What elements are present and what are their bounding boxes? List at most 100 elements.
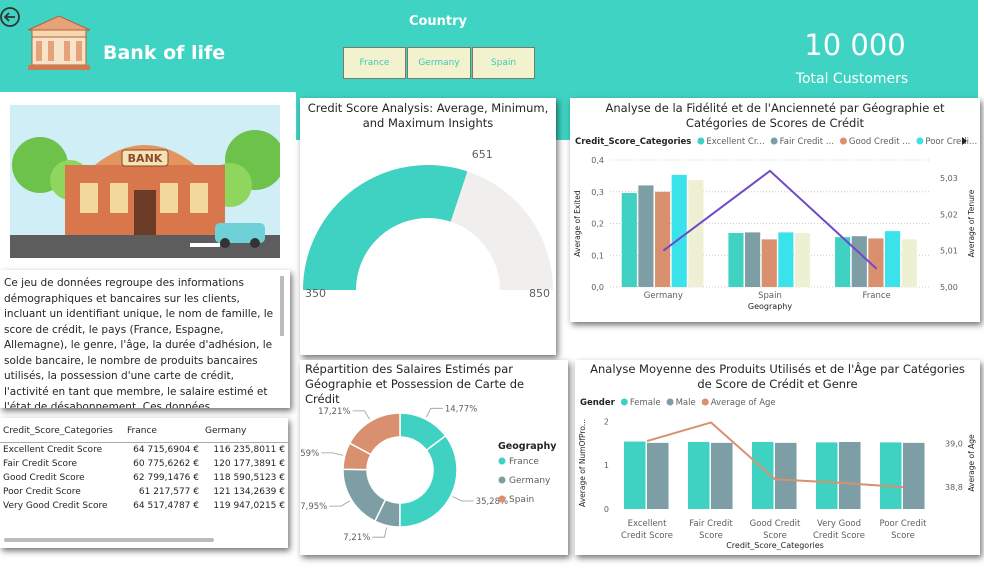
- chart: 0,0 0,1 0,2 0,3 0,4 5,00 5,01 5,02 5,03 Average o…: [573, 137, 977, 311]
- table-cell: Very Good Credit Score: [3, 501, 108, 511]
- chart-title: Répartition des Salaires Estimés par Géo…: [305, 362, 525, 406]
- legend-label: Poor Credi...: [925, 137, 977, 147]
- leader-line: [329, 500, 350, 507]
- bar: [751, 441, 774, 509]
- leader-line: [352, 410, 370, 420]
- y-tick-label: 2: [604, 417, 609, 426]
- legend-scroll: [962, 137, 967, 145]
- bar: [851, 236, 867, 287]
- legend-marker: [498, 495, 506, 503]
- svg-text:BANK: BANK: [128, 152, 163, 165]
- x-axis-title: Credit_Score_Categories: [726, 541, 824, 550]
- legend-label: Excellent Cr...: [706, 137, 764, 147]
- bar: [687, 441, 710, 509]
- leader-line: [372, 527, 387, 538]
- description-text: Ce jeu de données regroupe des informati…: [4, 277, 274, 408]
- legend-label: Fair Credit ...: [780, 137, 834, 147]
- table-header-row: Credit_Score_CategoriesFranceGermanySpa: [0, 420, 288, 443]
- table-cell: 119 947,0215 €: [213, 501, 285, 511]
- table-row: Excellent Credit Score 64 715,6904 € 116 2…: [0, 443, 288, 458]
- bar: [794, 233, 811, 287]
- chart-title: Analyse Moyenne des Produits Utilisés et…: [590, 362, 965, 391]
- combo-card: Analyse de la Fidélité et de l'Anciennet…: [570, 98, 980, 322]
- bar: [815, 442, 838, 509]
- slicer-title: Country: [408, 14, 468, 29]
- y2-tick-label: 39,0: [945, 439, 963, 448]
- y2-tick-label: 5,02: [940, 210, 958, 219]
- legend-title: Geography: [498, 441, 557, 452]
- legend-marker: [916, 137, 924, 145]
- salary-table: Credit_Score_CategoriesFranceGermanySpaE…: [0, 420, 288, 513]
- data-label: 17,21%: [318, 407, 350, 417]
- back-button[interactable]: [0, 5, 22, 29]
- bar: [688, 180, 704, 287]
- slicer-option[interactable]: Spain: [472, 47, 535, 79]
- gauge-value-label: 651: [472, 148, 493, 161]
- y-axis-title: Average of Exited: [573, 190, 582, 257]
- data-label: 7,21%: [343, 533, 370, 543]
- legend-label: Good Credit ...: [849, 137, 910, 147]
- bar: [655, 191, 671, 287]
- bar: [884, 231, 901, 287]
- x-tick-label: Very Good Credit Score: [812, 519, 866, 541]
- table-cell: 62 799,1476 €: [133, 473, 199, 483]
- x-axis-title: Geography: [748, 302, 792, 311]
- bar: [745, 232, 761, 287]
- y2-tick-label: 5,01: [940, 247, 958, 256]
- slicer-option[interactable]: Germany: [407, 47, 471, 79]
- description-card: Ce jeu de données regroupe des informati…: [0, 270, 290, 408]
- table-cell: 121 134,2639 €: [213, 487, 285, 497]
- legend-marker: [498, 476, 506, 484]
- table-row: Poor Credit Score 61 217,577 € 121 134,263…: [0, 485, 288, 499]
- gauge-card: Credit Score Analysis: Average, Minimum,…: [300, 98, 556, 355]
- column-header: Germany: [202, 420, 288, 443]
- legend-label: Spain: [509, 495, 534, 505]
- table-cell: Poor Credit Score: [3, 487, 81, 497]
- y2-tick-label: 5,03: [940, 174, 958, 183]
- table-row: Very Good Credit Score 64 517,4787 € 119 9…: [0, 499, 288, 513]
- legend-label: France: [509, 457, 539, 467]
- table-cell: 64 517,4787 €: [133, 501, 199, 511]
- bar: [903, 442, 925, 509]
- bar: [711, 442, 733, 509]
- leader-line: [426, 407, 443, 418]
- x-tick-label: Good Credit Score: [749, 519, 801, 541]
- donut-slice: [342, 468, 387, 523]
- legend-label: Average of Age: [711, 398, 776, 408]
- legend-title: Gender: [580, 398, 616, 408]
- gauge-min-label: 350: [305, 287, 326, 300]
- leader-line: [321, 452, 343, 456]
- legend-marker: [839, 137, 847, 145]
- table-cell: 61 217,577 €: [138, 487, 199, 497]
- y-tick-label: 0,2: [591, 220, 604, 229]
- bar: [775, 442, 797, 509]
- y-tick-label: 0,1: [591, 251, 604, 260]
- bar: [638, 185, 654, 287]
- bar: [621, 193, 637, 287]
- bar: [879, 442, 902, 509]
- scrollbar[interactable]: [4, 538, 214, 542]
- column-header: France: [124, 420, 202, 443]
- legend-marker: [620, 398, 628, 406]
- y2-tick-label: 38,8: [945, 483, 963, 492]
- scrollbar[interactable]: [280, 276, 284, 336]
- bank-logo: [27, 15, 91, 70]
- donut-slice: [348, 412, 401, 456]
- table-cell: Fair Credit Score: [3, 459, 78, 469]
- salary-table-card: Credit_Score_CategoriesFranceGermanySpaE…: [0, 418, 288, 548]
- chart: 0 1 2 38,8 39,0 Average of NumOfPro... Average…: [578, 398, 976, 550]
- slicer-option[interactable]: France: [343, 47, 406, 79]
- x-tick-label: Fair Credit Score: [689, 519, 733, 541]
- y-tick-label: 0: [604, 505, 609, 514]
- app-title: Bank of life: [103, 42, 226, 64]
- y-tick-label: 0,3: [591, 188, 604, 197]
- table-cell: 118 590,5123 €: [213, 473, 285, 483]
- data-label: 35,28%: [476, 497, 508, 507]
- bar: [728, 233, 744, 287]
- bar: [901, 239, 917, 287]
- donut-card: Répartition des Salaires Estimés par Géo…: [300, 360, 568, 555]
- leader-line: [452, 496, 474, 502]
- column-header: Credit_Score_Categories: [0, 420, 124, 443]
- table-cell: 116 235,8011 €: [213, 445, 285, 455]
